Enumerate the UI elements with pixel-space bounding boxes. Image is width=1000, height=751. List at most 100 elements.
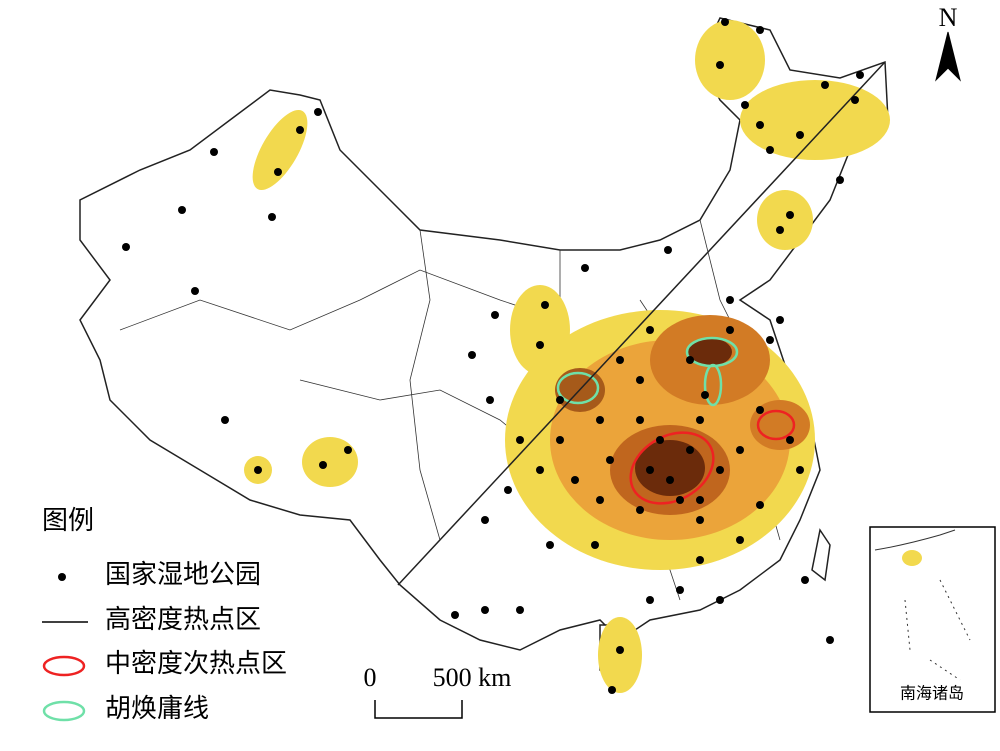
wetland-park: [616, 356, 624, 364]
wetland-park: [546, 541, 554, 549]
wetland-park: [344, 446, 352, 454]
wetland-park: [741, 101, 749, 109]
wetland-park: [636, 376, 644, 384]
wetland-park: [756, 406, 764, 414]
wetland-park: [516, 436, 524, 444]
wetland-park: [636, 416, 644, 424]
wetland-park: [676, 586, 684, 594]
inset: 南海诸岛: [869, 526, 996, 713]
wetland-park: [796, 131, 804, 139]
wetland-park: [191, 287, 199, 295]
wetland-park: [796, 466, 804, 474]
wetland-park: [826, 636, 834, 644]
wetland-park: [766, 336, 774, 344]
scale-start: 0: [364, 663, 377, 692]
wetland-park: [581, 264, 589, 272]
wetland-park: [696, 496, 704, 504]
wetland-park: [536, 466, 544, 474]
wetland-park: [776, 226, 784, 234]
wetland-park: [254, 466, 262, 474]
wetland-park: [122, 243, 130, 251]
wetland-park: [596, 416, 604, 424]
wetland-park: [541, 301, 549, 309]
wetland-park: [766, 146, 774, 154]
wetland-park: [646, 466, 654, 474]
wetland-park: [786, 211, 794, 219]
wetland-park: [664, 246, 672, 254]
wetland-park: [721, 18, 729, 26]
north-arrow: N: [935, 3, 961, 82]
wetland-park: [596, 496, 604, 504]
wetland-park: [646, 326, 654, 334]
wetland-park: [716, 61, 724, 69]
wetland-park: [716, 466, 724, 474]
wetland-park: [268, 213, 276, 221]
inset-label: 南海诸岛: [900, 685, 964, 703]
wetland-park: [491, 311, 499, 319]
legend-item: 国家湿地公园: [105, 560, 261, 589]
wetland-park: [676, 496, 684, 504]
wetland-park: [666, 476, 674, 484]
wetland-park: [556, 436, 564, 444]
wetland-park: [468, 351, 476, 359]
wetland-park: [696, 556, 704, 564]
wetland-park: [856, 71, 864, 79]
wetland-park: [504, 486, 512, 494]
north-label: N: [939, 3, 958, 32]
legend-title: 图例: [42, 506, 94, 535]
wetland-park: [701, 391, 709, 399]
wetland-park: [210, 148, 218, 156]
wetland-park: [314, 108, 322, 116]
wetland-park: [736, 446, 744, 454]
wetland-park: [646, 596, 654, 604]
wetland-park: [636, 506, 644, 514]
wetland-park: [776, 316, 784, 324]
wetland-park: [656, 436, 664, 444]
wetland-park: [726, 296, 734, 304]
wetland-park: [836, 176, 844, 184]
hu-line: [397, 61, 886, 586]
wetland-park: [756, 26, 764, 34]
wetland-park: [786, 436, 794, 444]
wetland-park: [556, 396, 564, 404]
wetland-park: [756, 121, 764, 129]
scale-end: 500 km: [433, 663, 512, 692]
wetland-park: [696, 416, 704, 424]
wetland-park: [486, 396, 494, 404]
legend-item: 中密度次热点区: [105, 649, 287, 678]
wetland-park: [451, 611, 459, 619]
wetland-park: [696, 516, 704, 524]
wetland-park: [716, 596, 724, 604]
wetland-park: [591, 541, 599, 549]
wetland-park: [481, 516, 489, 524]
wetland-park: [608, 686, 616, 694]
legend-dot: [58, 573, 66, 581]
wetland-park: [801, 576, 809, 584]
wetland-parks: [122, 18, 864, 694]
hotspot-outlines: [556, 336, 796, 505]
wetland-park: [821, 81, 829, 89]
wetland-park: [851, 96, 859, 104]
wetland-park: [178, 206, 186, 214]
wetland-park: [571, 476, 579, 484]
legend-item: 胡焕庸线: [105, 694, 209, 723]
wetland-park: [616, 646, 624, 654]
legend-green-ellipse: [42, 700, 86, 722]
legend: 图例 国家湿地公园 高密度热点区 中密度次热点区 胡焕庸线: [42, 506, 287, 723]
wetland-park: [726, 326, 734, 334]
wetland-park: [481, 606, 489, 614]
legend-item: 高密度热点区: [105, 605, 261, 634]
scale-bar: 0 500 km: [364, 663, 512, 719]
wetland-park: [756, 501, 764, 509]
wetland-park: [516, 606, 524, 614]
wetland-park: [319, 461, 327, 469]
wetland-park: [686, 356, 694, 364]
wetland-park: [274, 168, 282, 176]
wetland-park: [221, 416, 229, 424]
wetland-park: [736, 536, 744, 544]
wetland-park: [296, 126, 304, 134]
wetland-park: [606, 456, 614, 464]
legend-red-ellipse: [42, 655, 86, 677]
wetland-park: [686, 446, 694, 454]
